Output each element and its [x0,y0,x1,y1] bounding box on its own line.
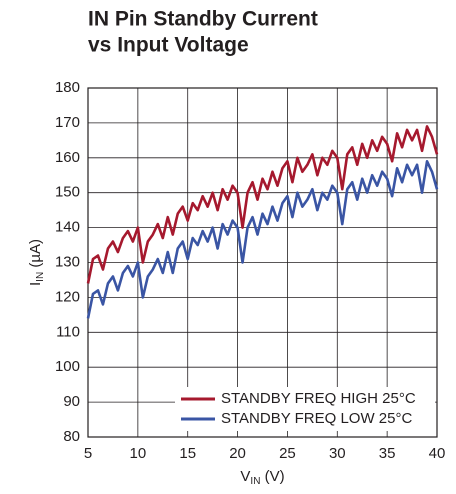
axis-label-main: I [27,282,44,286]
data-line [86,125,439,284]
y-tick-label: 180 [55,79,80,96]
x-tick-label: 40 [429,445,446,462]
x-tick-label: 15 [179,445,196,462]
y-tick-label: 140 [55,219,80,236]
chart-title: IN Pin Standby Current [88,8,318,31]
axis-label-sub: IN [250,476,260,487]
y-tick-label: 160 [55,149,80,166]
x-tick-label: 25 [279,445,296,462]
axis-label-main: V [240,468,250,485]
y-tick-label: 100 [55,358,80,375]
axis-label-sub: IN [35,272,46,282]
x-axis-label: VIN (V) [240,468,284,487]
plot-frame [87,87,438,438]
legend-label: STANDBY FREQ HIGH 25°C [221,390,416,407]
x-tick-label: 20 [229,445,246,462]
chart-title: vs Input Voltage [88,34,249,57]
legend-label: STANDBY FREQ LOW 25°C [221,410,412,427]
data-line [86,159,439,319]
axis-label-unit: (V) [260,468,284,485]
x-tick-label: 30 [329,445,346,462]
x-tick-label: 10 [130,445,147,462]
y-axis-label: IIN (µA) [27,239,46,286]
legend-background [175,387,435,431]
y-tick-label: 170 [55,114,80,131]
y-tick-label: 80 [63,428,80,445]
x-tick-label: 35 [379,445,396,462]
y-tick-label: 150 [55,184,80,201]
y-tick-label: 120 [55,288,80,305]
axis-label-unit: (µA) [27,239,44,272]
y-tick-label: 90 [63,393,80,410]
y-tick-label: 130 [55,253,80,270]
x-tick-label: 5 [84,445,92,462]
y-tick-label: 110 [56,323,80,340]
